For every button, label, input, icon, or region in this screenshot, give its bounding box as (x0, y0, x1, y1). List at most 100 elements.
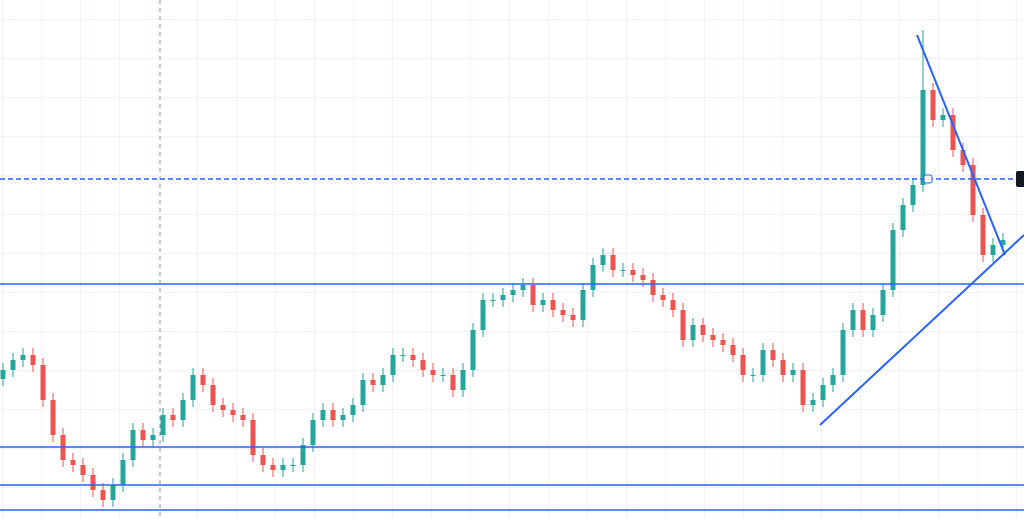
candle-body (230, 410, 236, 415)
candle-body (280, 465, 286, 470)
candle-body (900, 205, 906, 230)
candle-body (90, 475, 96, 490)
candle-body (720, 340, 726, 345)
candle-body (400, 355, 406, 356)
trend-line (819, 234, 1024, 426)
candle-body (380, 375, 386, 385)
candle-body (550, 300, 556, 310)
candle-body (410, 355, 416, 360)
candle-body (360, 380, 366, 405)
candle-body (990, 245, 996, 255)
candle-body (630, 270, 636, 275)
candle-body (290, 465, 296, 466)
candle-body (370, 380, 376, 385)
candle-body (200, 375, 206, 385)
candle-body (880, 290, 886, 315)
candle-body (910, 185, 916, 205)
candle-body (120, 460, 126, 485)
candle-body (650, 280, 656, 295)
candle-body (890, 230, 896, 290)
candle-body (700, 325, 706, 335)
candle-body (590, 265, 596, 290)
candle-body (810, 400, 816, 405)
price-badge (1016, 171, 1024, 187)
candle-body (430, 370, 436, 375)
candle-body (270, 465, 276, 470)
candle-body (240, 415, 246, 420)
candle-body (970, 165, 976, 215)
candle-body (180, 400, 186, 420)
candle-body (490, 300, 496, 301)
candle-body (560, 310, 566, 315)
candle-body (250, 420, 256, 455)
candle-body (110, 485, 116, 500)
candle-body (570, 315, 576, 320)
candle-body (800, 370, 806, 405)
candle-body (850, 310, 856, 330)
candle-body (660, 295, 666, 300)
candle-body (260, 455, 266, 465)
candle-body (460, 370, 466, 390)
candle-body (1000, 240, 1006, 245)
candle-body (510, 290, 516, 295)
candle-body (340, 415, 346, 420)
candle-body (420, 360, 426, 370)
candle-body (150, 435, 156, 440)
candle-body (780, 360, 786, 375)
trend-line (916, 34, 1006, 256)
line-handle[interactable] (923, 174, 933, 184)
candle-body (220, 405, 226, 410)
candle-body (500, 295, 506, 300)
candle-body (740, 355, 746, 375)
candle-body (710, 335, 716, 340)
candle-body (190, 375, 196, 400)
candle-body (940, 115, 946, 120)
candle-body (770, 350, 776, 360)
candle-body (50, 400, 56, 435)
candle-body (690, 325, 696, 340)
candle-body (580, 290, 586, 320)
candle-body (730, 345, 736, 355)
candle-body (860, 310, 866, 330)
candle-body (390, 355, 396, 375)
candle-body (130, 430, 136, 460)
candle-body (440, 375, 446, 376)
candle-body (100, 490, 106, 500)
candle-body (80, 465, 86, 475)
candle-body (930, 90, 936, 120)
candle-body (960, 150, 966, 165)
candle-body (0, 370, 6, 379)
candle-body (300, 445, 306, 465)
candle-body (160, 415, 166, 435)
candle-body (950, 115, 956, 150)
candle-body (320, 410, 326, 420)
candle-body (530, 285, 536, 305)
candle-body (840, 330, 846, 375)
candle-body (670, 300, 676, 310)
candle-body (480, 300, 486, 330)
candle-body (920, 90, 926, 185)
candle-body (40, 365, 46, 400)
candle-body (350, 405, 356, 415)
candle-body (620, 270, 626, 271)
candle-body (470, 330, 476, 370)
candle-body (330, 410, 336, 420)
candle-body (610, 255, 616, 270)
candle-body (70, 460, 76, 465)
candle-body (750, 375, 756, 376)
candle-body (170, 415, 176, 420)
candle-body (450, 375, 456, 390)
candle-body (820, 385, 826, 400)
candle-body (790, 370, 796, 375)
candle-body (680, 310, 686, 340)
candle-body (140, 430, 146, 440)
candle-body (870, 315, 876, 330)
candle-body (600, 255, 606, 265)
candle-body (20, 355, 26, 360)
candle-body (540, 300, 546, 305)
candle-body (830, 375, 836, 385)
candle-body (30, 355, 36, 365)
candle-body (210, 385, 216, 405)
